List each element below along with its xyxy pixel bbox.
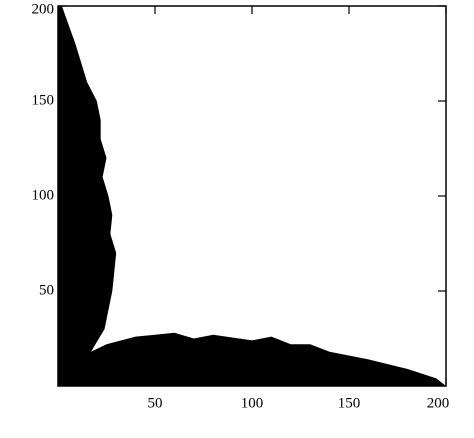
x-tick-label: 150 [338, 395, 361, 411]
y-tick-label: 150 [32, 92, 55, 108]
x-tick-label: 200 [427, 395, 450, 411]
y-tick-label: 100 [32, 187, 55, 203]
x-tick-label: 100 [241, 395, 264, 411]
x-tick-label: 50 [148, 395, 163, 411]
y-tick-label: 200 [32, 1, 55, 17]
y-tick-label: 50 [39, 282, 54, 298]
filled-region [58, 6, 446, 386]
plot-frame [57, 5, 447, 387]
